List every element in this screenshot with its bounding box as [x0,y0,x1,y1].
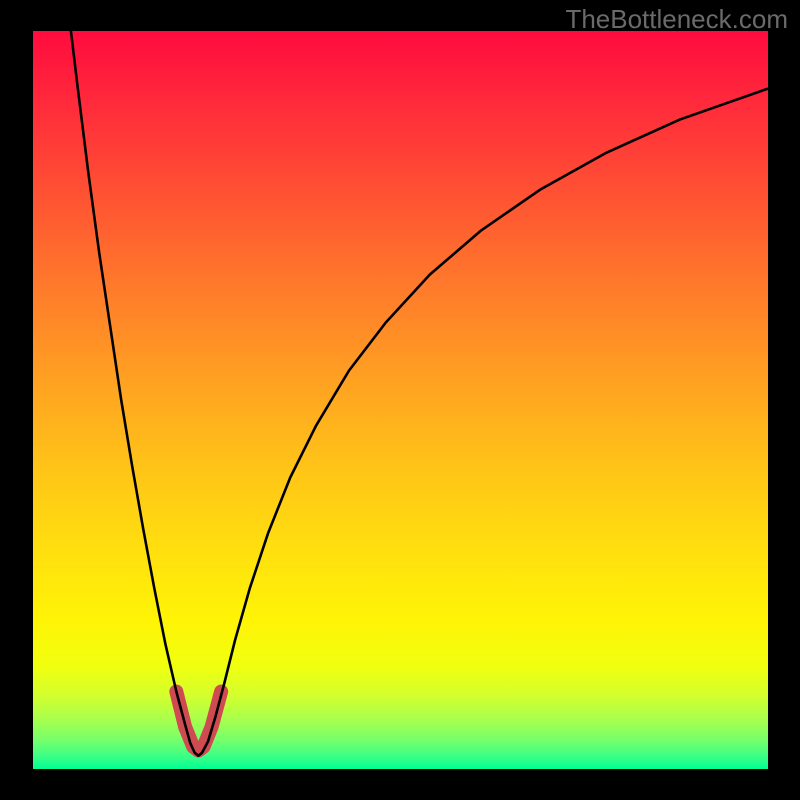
watermark-text: TheBottleneck.com [565,4,788,35]
chart-plot-area [33,31,768,769]
curve-layer [33,31,768,769]
bottleneck-curve [66,31,768,756]
